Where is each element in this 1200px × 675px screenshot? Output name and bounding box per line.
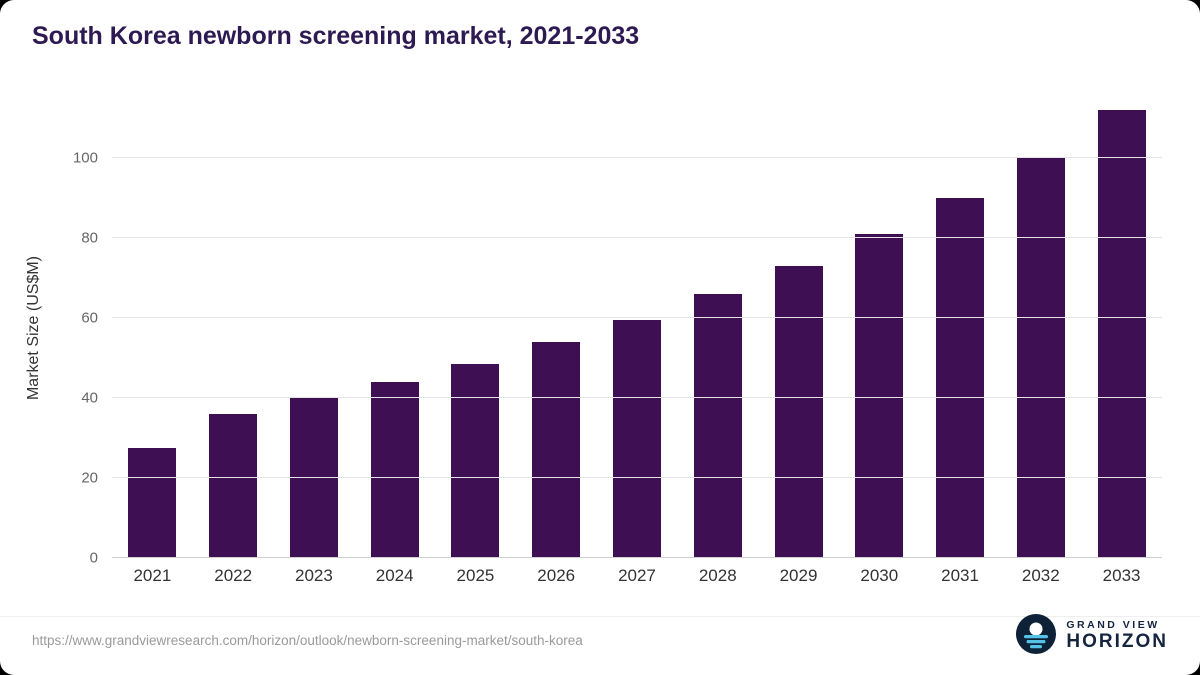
gridline-60 xyxy=(112,317,1162,318)
brand-logo-text: GRAND VIEW HORIZON xyxy=(1066,619,1168,652)
x-tick-label-2023: 2023 xyxy=(295,566,333,585)
x-tick-label-2033: 2033 xyxy=(1102,566,1141,585)
x-tick-label-2021: 2021 xyxy=(133,566,172,585)
bar-slot xyxy=(112,98,193,558)
bar-2026 xyxy=(532,342,581,558)
bar-slot xyxy=(758,98,839,558)
bar-slot xyxy=(1000,98,1081,558)
bar-slot xyxy=(516,98,597,558)
y-tick-label-20: 20 xyxy=(81,469,98,487)
bar-2032 xyxy=(1016,158,1065,558)
bar-slot xyxy=(677,98,758,558)
gridline-80 xyxy=(112,237,1162,238)
gridline-0 xyxy=(112,557,1162,558)
bar-slot xyxy=(435,98,516,558)
x-tick-label-2024: 2024 xyxy=(375,566,414,585)
y-tick-label-80: 80 xyxy=(81,229,98,247)
bar-2029 xyxy=(774,266,823,558)
x-tick-label-2022: 2022 xyxy=(214,566,253,585)
bar-slot xyxy=(274,98,355,558)
bar-2028 xyxy=(693,294,742,558)
y-axis-title: Market Size (US$M) xyxy=(25,255,42,401)
bar-slot xyxy=(1081,98,1162,558)
bars-container xyxy=(112,98,1162,558)
y-tick-label-60: 60 xyxy=(81,309,98,327)
x-tick-label-2032: 2032 xyxy=(1021,566,1060,585)
x-tick-label-2028: 2028 xyxy=(698,566,737,585)
x-tick-label-2030: 2030 xyxy=(860,566,899,585)
bar-slot xyxy=(597,98,678,558)
bar-2025 xyxy=(451,364,500,558)
y-tick-label-100: 100 xyxy=(72,149,98,167)
x-tick-label-2029: 2029 xyxy=(779,566,818,585)
gridline-100 xyxy=(112,157,1162,158)
bar-2027 xyxy=(612,320,661,558)
bar-2021 xyxy=(128,448,177,558)
bar-2023 xyxy=(289,398,338,558)
bar-slot xyxy=(354,98,435,558)
footer-divider xyxy=(0,616,1200,617)
bar-2031 xyxy=(936,198,985,558)
y-tick-label-40: 40 xyxy=(81,389,98,407)
bar-slot xyxy=(839,98,920,558)
bar-2022 xyxy=(209,414,258,558)
horizon-logo-icon xyxy=(1016,614,1057,659)
x-tick-label-2025: 2025 xyxy=(456,566,495,585)
y-tick-label-0: 0 xyxy=(89,549,98,567)
bar-2030 xyxy=(855,234,904,558)
plot-area: 0 20 40 60 80 100 xyxy=(73,98,1162,566)
source-url: https://www.grandviewresearch.com/horizo… xyxy=(32,633,583,648)
bar-slot xyxy=(193,98,274,558)
gridline-40 xyxy=(112,397,1162,398)
x-tick-label-2027: 2027 xyxy=(618,566,656,585)
x-tick-label-2026: 2026 xyxy=(537,566,576,585)
x-axis-labels: 2021 2022 2023 2024 2025 2026 2027 2028 2029 2030… xyxy=(112,566,1162,586)
chart-title: South Korea newborn screening market, 20… xyxy=(32,22,640,50)
bar-2024 xyxy=(370,382,419,558)
bar-slot xyxy=(920,98,1001,558)
brand-logo: GRAND VIEW HORIZON xyxy=(1016,614,1168,659)
x-tick-label-2031: 2031 xyxy=(941,566,979,585)
gridline-20 xyxy=(112,477,1162,478)
bar-2033 xyxy=(1097,110,1146,558)
